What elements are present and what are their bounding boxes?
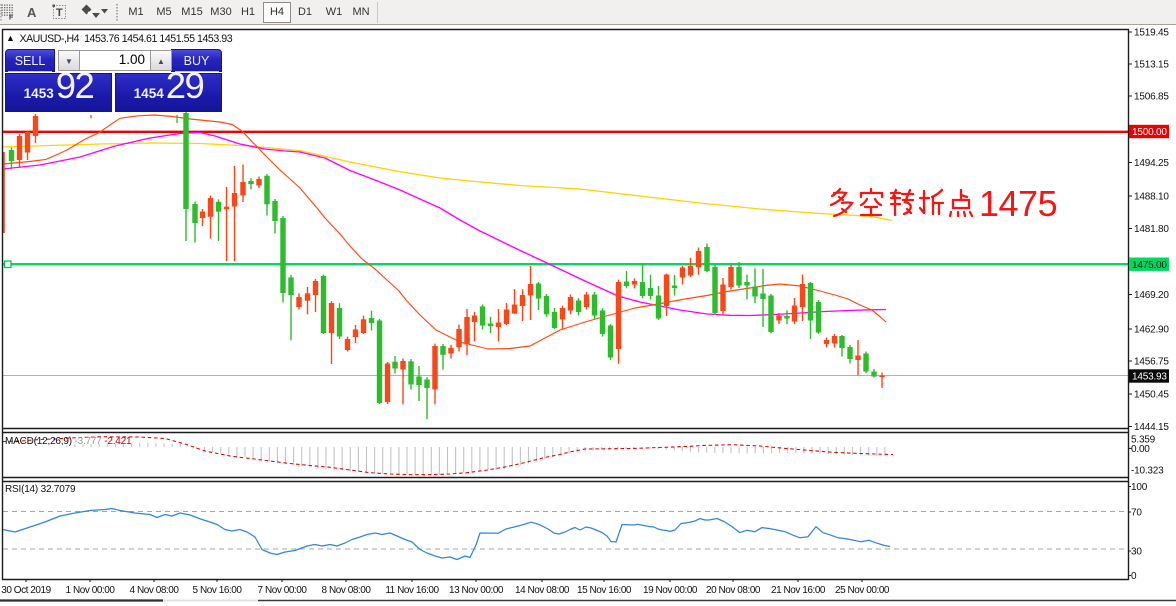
svg-text:F: F	[9, 15, 14, 22]
svg-text:21 Nov 16:00: 21 Nov 16:00	[771, 585, 826, 596]
svg-text:14 Nov 08:00: 14 Nov 08:00	[515, 585, 570, 596]
svg-text:70: 70	[1131, 508, 1142, 519]
svg-text:1488.10: 1488.10	[1134, 192, 1169, 203]
svg-text:1450.45: 1450.45	[1134, 390, 1169, 401]
svg-text:1475.00: 1475.00	[1132, 260, 1167, 271]
svg-text:MACD(12,26,9) -3.777 -2.421: MACD(12,26,9) -3.777 -2.421	[5, 436, 132, 447]
svg-text:0: 0	[1131, 571, 1137, 582]
svg-text:25 Nov 00:00: 25 Nov 00:00	[835, 585, 890, 596]
svg-text:19 Nov 00:00: 19 Nov 00:00	[643, 585, 698, 596]
svg-text:1469.20: 1469.20	[1134, 290, 1169, 301]
svg-text:1444.15: 1444.15	[1134, 422, 1169, 433]
svg-text:1513.15: 1513.15	[1134, 60, 1169, 71]
svg-text:30: 30	[1131, 547, 1142, 558]
svg-text:20 Nov 08:00: 20 Nov 08:00	[706, 585, 761, 596]
svg-text:15 Nov 16:00: 15 Nov 16:00	[577, 585, 632, 596]
svg-text:1506.85: 1506.85	[1134, 92, 1169, 103]
svg-text:1462.90: 1462.90	[1134, 325, 1169, 336]
svg-text:T: T	[56, 7, 63, 19]
svg-text:1 Nov 00:00: 1 Nov 00:00	[66, 585, 116, 596]
svg-text:1456.75: 1456.75	[1134, 357, 1169, 368]
svg-text:5 Nov 16:00: 5 Nov 16:00	[193, 585, 243, 596]
svg-text:4 Nov 08:00: 4 Nov 08:00	[130, 585, 180, 596]
svg-text:100: 100	[1131, 482, 1148, 493]
svg-text:5.359: 5.359	[1131, 434, 1156, 445]
svg-text:1453.93: 1453.93	[1132, 372, 1167, 383]
svg-text:11 Nov 16:00: 11 Nov 16:00	[385, 585, 439, 596]
svg-text:1475: 1475	[979, 183, 1057, 224]
svg-text:1481.80: 1481.80	[1134, 224, 1169, 235]
svg-text:1494.25: 1494.25	[1134, 158, 1169, 169]
svg-text:0.00: 0.00	[1131, 444, 1150, 455]
svg-text:13 Nov 00:00: 13 Nov 00:00	[449, 585, 504, 596]
svg-text:A: A	[27, 5, 37, 20]
svg-text:7 Nov 00:00: 7 Nov 00:00	[258, 585, 308, 596]
svg-text:RSI(14) 32.7079: RSI(14) 32.7079	[5, 484, 76, 495]
svg-text:8 Nov 08:00: 8 Nov 08:00	[322, 585, 372, 596]
svg-text:-10.323: -10.323	[1131, 465, 1164, 476]
svg-text:1500.00: 1500.00	[1132, 127, 1167, 138]
svg-text:1519.45: 1519.45	[1134, 28, 1169, 39]
svg-text:30 Oct 2019: 30 Oct 2019	[1, 585, 51, 596]
